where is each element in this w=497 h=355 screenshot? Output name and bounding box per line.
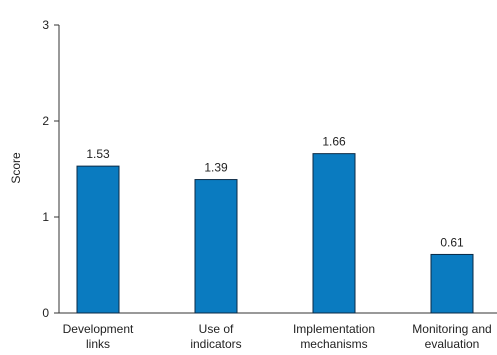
x-tick-label-line: Monitoring and [412,322,491,336]
x-tick-label-line: links [86,337,110,351]
x-tick-label: Use of indicators [190,322,241,351]
x-tick-label-line: Use of [199,322,234,336]
y-axis-title: Score [9,152,23,184]
x-tick-label-line: indicators [190,337,241,351]
data-label: 1.66 [322,135,346,149]
bar [76,165,120,314]
y-tick-label: 3 [42,18,49,32]
data-label: 1.53 [86,147,110,161]
bar [194,179,238,314]
data-label: 1.39 [204,161,228,175]
y-tick-label: 2 [42,114,49,128]
x-tick-label: Monitoring and evaluation [412,322,491,351]
axes [58,25,497,314]
y-tick-label: 0 [42,306,49,320]
y-ticks: 0 1 2 3 [42,18,59,320]
data-label: 0.61 [440,235,464,249]
x-tick-label: Development links [63,322,134,351]
x-tick-label: Implementation mechanisms [293,322,375,351]
x-tick-label-line: evaluation [425,337,480,351]
y-tick-label: 1 [42,210,49,224]
bar [430,253,474,314]
bar [312,153,356,314]
x-tick-labels: Development links Use of indicators Implemen… [63,322,492,351]
data-labels: 1.53 1.39 1.66 0.61 [86,135,464,250]
bars [76,153,474,314]
x-tick-label-line: mechanisms [300,337,367,351]
x-tick-label-line: Development [63,322,134,336]
x-tick-label-line: Implementation [293,322,375,336]
